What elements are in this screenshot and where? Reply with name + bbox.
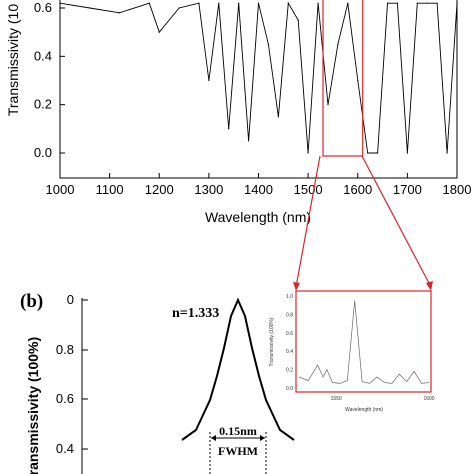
inset-x-tick-label: 1600 (423, 396, 434, 402)
inset-y-ticks: 0.0 0.2 0.4 0.6 0.8 1.0 (286, 294, 293, 392)
panel-a-x-tick-label: 1500 (294, 182, 323, 197)
panel-a-y-tick-label: 0.4 (34, 48, 52, 63)
panel-a-data-point (337, 43, 339, 45)
panel-a-data-point (247, 140, 250, 142)
panel-a-data-point (198, 2, 200, 4)
inset-y-axis-label: Transmissivity (100%) (269, 317, 275, 366)
inset-series-line (298, 300, 430, 384)
panel-a-data-point (89, 7, 91, 9)
panel-b-peak-curve (181, 297, 295, 441)
panel-a-x-tick-label: 1600 (343, 182, 372, 197)
panel-a-y-tick-label: 0.6 (34, 0, 52, 15)
panel-a-x-tick-label: 1300 (194, 182, 223, 197)
panel-a-data-point (307, 152, 309, 154)
zoom-connectors (293, 155, 433, 291)
panel-a-data-point (238, 2, 240, 4)
fwhm-label: FWHM (218, 444, 258, 458)
panel-b-y-tick-label: 0.6 (56, 391, 74, 406)
panel-a-data-point (218, 2, 220, 4)
panel-a-data-point (118, 12, 121, 14)
panel-a-data-point (267, 43, 270, 45)
panel-a-highlight-box (322, 0, 364, 157)
panel-a-plot-frame (59, 0, 458, 179)
panel-a-x-ticks: 1000 1100 1200 1300 1400 1500 1600 1700 1800 (46, 173, 472, 197)
panel-a-data-point (317, 2, 319, 4)
panel-a-x-tick-label: 1800 (443, 182, 472, 197)
inset-series (298, 300, 430, 384)
inset-x-axis-label: Wavelength (nm) (345, 407, 383, 413)
panel-a-data-point (347, 2, 349, 4)
panel-a-data-point (367, 152, 369, 154)
panel-b-y-tick-label: 0 (67, 292, 74, 307)
panel-a: 1000 1100 1200 1300 1400 1500 1600 1700 1800 0.0… (5, 0, 471, 225)
panel-a-x-axis-label: Wavelength (nm) (205, 209, 311, 225)
panel-a-data-point (416, 2, 418, 4)
panel-b-y-ticks: 0 0.8 0.6 0.4 (56, 292, 88, 456)
panel-a-data-point (436, 2, 438, 4)
panel-a-y-tick-label: 0.0 (34, 145, 52, 160)
inset-y-tick-label: 0.8 (286, 312, 293, 318)
fwhm-arrowhead-left (211, 435, 216, 441)
panel-b-y-tick-label: 0.4 (56, 441, 74, 456)
zoom-arrow-left (293, 282, 300, 291)
panel-a-data-point (148, 2, 150, 4)
zoom-connector-left (295, 155, 321, 288)
panel-a-data-point (327, 104, 329, 106)
panel-a-data-point (386, 2, 389, 4)
panel-a-x-tick-label: 1200 (145, 182, 174, 197)
panel-a-data-point (406, 152, 408, 154)
panel-b: (b) 0 0.8 0.6 0.4 Transmissivity (100%) n=1… (20, 291, 295, 474)
panel-a-data-point (377, 152, 379, 154)
inset-x-tick-label: 1550 (331, 396, 342, 402)
fwhm-value: 0.15nm (219, 424, 257, 438)
inset-y-tick-label: 1.0 (286, 294, 293, 300)
panel-a-data-point (158, 31, 160, 33)
panel-a-data-point (297, 19, 299, 21)
inset-y-tick-label: 0.4 (286, 349, 293, 355)
panel-a-data-point (257, 2, 260, 4)
panel-a-y-ticks: 0.0 0.2 0.4 0.6 (34, 0, 65, 160)
panel-a-y-axis-label: Transmissivity (10 (5, 4, 21, 116)
inset-y-tick-label: 0.0 (286, 386, 293, 392)
panel-a-data-point (178, 7, 180, 9)
panel-a-x-tick-label: 1400 (244, 182, 273, 197)
panel-a-data-point (228, 128, 230, 130)
panel-a-x-tick-label: 1700 (393, 182, 422, 197)
inset-y-tick-label: 0.2 (286, 368, 293, 374)
panel-a-data-point (396, 2, 399, 4)
panel-a-data-point (446, 152, 448, 154)
panel-b-y-tick-label: 0.8 (56, 342, 74, 357)
panel-a-data-point (59, 2, 61, 4)
panel-a-y-tick-label: 0.2 (34, 97, 52, 112)
panel-a-data-point (456, 2, 458, 4)
inset-y-tick-label: 0.6 (286, 331, 293, 337)
inset-frame (295, 290, 432, 393)
fwhm-arrowhead-right (260, 435, 265, 441)
zoom-arrow-right (426, 281, 433, 291)
panel-a-series (59, 1, 458, 154)
zoom-connector-right (361, 155, 432, 288)
panel-a-data-point (287, 2, 289, 4)
panel-a-data-point (426, 2, 428, 4)
panel-b-annotation: n=1.333 (172, 306, 219, 321)
inset-x-ticks: 1550 1600 (331, 396, 435, 402)
panel-b-y-axis-label: Transmissivity (100%) (25, 337, 41, 474)
panel-a-x-tick-label: 1100 (96, 182, 124, 197)
panel-a-series-line (59, 1, 458, 154)
panel-a-data-point (277, 116, 279, 118)
panel-a-data-point (208, 79, 210, 82)
panel-b-label: (b) (20, 291, 43, 312)
inset-chart: 1550 1600 0.0 0.2 0.4 0.6 0.8 1.0 Wavelength (… (269, 290, 435, 413)
panel-a-x-tick-label: 1000 (46, 182, 75, 197)
panel-a-data-point (357, 79, 359, 82)
